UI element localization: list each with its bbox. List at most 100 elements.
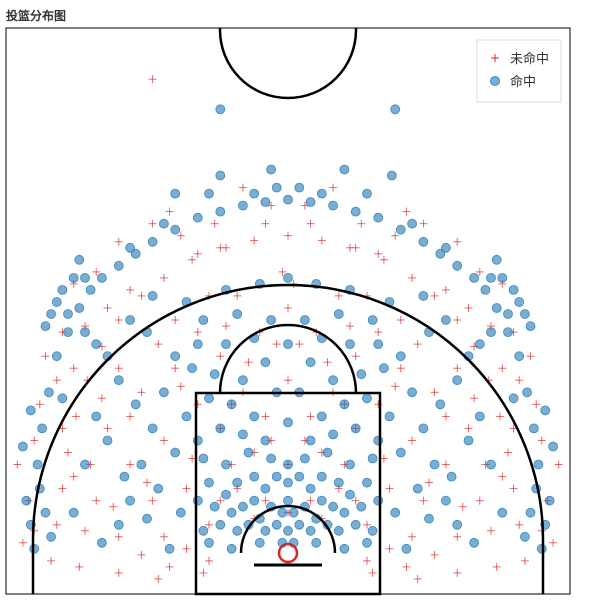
missed-shot-point [284, 304, 292, 312]
missed-shot-point [363, 556, 371, 565]
made-shot-point [237, 375, 248, 386]
made-shot-point [181, 411, 192, 422]
missed-shot-point [549, 538, 558, 547]
missed-shot-point [35, 400, 44, 409]
missed-shot-point [374, 249, 383, 258]
made-shot-point [305, 483, 316, 494]
made-shot-point [373, 339, 384, 350]
made-shot-point [520, 531, 530, 542]
made-shot-point [40, 321, 51, 332]
made-shot-point [316, 495, 327, 506]
made-shot-point [170, 224, 181, 235]
legend-made-label: 命中 [510, 74, 536, 90]
made-shot-point [37, 423, 47, 434]
missed-shot-point [498, 364, 507, 373]
made-shot-point [226, 507, 237, 518]
made-shot-point [339, 399, 350, 410]
made-shot-point [46, 531, 56, 542]
missed-shot-point [357, 219, 366, 228]
missed-shot-point [475, 496, 484, 505]
made-shot-point [328, 429, 339, 440]
missed-shot-point [385, 544, 394, 553]
missed-shot-point [492, 562, 501, 571]
missed-shot-point [92, 496, 101, 505]
made-shot-point [367, 525, 378, 536]
made-shot-point [249, 188, 260, 199]
missed-shot-point [182, 484, 191, 493]
made-shot-point [328, 501, 339, 512]
made-shot-point [74, 254, 85, 265]
missed-shot-point [284, 376, 292, 385]
made-shot-point [452, 260, 463, 271]
made-shot-point [221, 459, 231, 470]
made-shot-point [283, 525, 293, 536]
missed-shot-point [188, 255, 197, 264]
missed-shot-point [18, 538, 27, 547]
made-shot-point [474, 339, 485, 350]
made-shot-point [237, 200, 248, 211]
made-shot-point [260, 435, 271, 446]
missed-shot-point [306, 412, 315, 421]
made-shot-point [80, 272, 90, 283]
missed-shot-point [69, 364, 78, 373]
missed-shot-point [176, 231, 185, 240]
made-shot-point [97, 272, 107, 283]
missed-shot-point [64, 448, 72, 457]
made-shot-point [356, 501, 367, 512]
court-lines [31, 28, 545, 596]
missed-shot-point [532, 400, 541, 409]
missed-shot-point [171, 364, 180, 373]
made-shot-point [119, 471, 130, 482]
missed-shot-point [306, 219, 315, 228]
chart-title: 投篮分布图 [6, 9, 67, 23]
missed-shot-point [441, 460, 450, 469]
missed-shot-point [441, 285, 450, 294]
made-shot-point [429, 459, 440, 470]
made-shot-point [80, 459, 90, 470]
made-shot-point [339, 543, 350, 554]
missed-shot-point [509, 484, 518, 493]
missed-shot-point [408, 273, 417, 282]
missed-shot-point [278, 267, 287, 276]
missed-shot-point [374, 328, 383, 337]
missed-shot-point [159, 532, 168, 541]
made-shot-point [503, 309, 513, 319]
made-shot-point [170, 351, 181, 362]
made-shot-point [294, 519, 305, 530]
made-shot-point [305, 197, 316, 207]
made-shot-point [44, 387, 54, 398]
made-shot-point [373, 495, 384, 506]
made-shot-point [147, 290, 158, 301]
made-shot-point [158, 218, 169, 229]
missed-shot-point [323, 358, 332, 367]
made-shot-point [204, 188, 214, 199]
missed-shot-point [453, 568, 462, 577]
made-shot-point [283, 272, 293, 283]
made-shot-point [74, 303, 85, 313]
missed-shot-point [520, 556, 529, 565]
missed-shot-point [52, 376, 61, 385]
missed-shot-point [109, 502, 118, 511]
made-shot-point [345, 459, 355, 470]
made-shot-point [486, 272, 496, 283]
missed-shot-point [402, 562, 411, 571]
made-shot-point [367, 315, 378, 325]
missed-shot-point [396, 364, 405, 373]
made-shot-point [283, 459, 293, 470]
made-shot-point [522, 387, 532, 398]
rim [277, 542, 299, 564]
missed-shot-point [13, 460, 22, 469]
made-shot-point [350, 206, 361, 217]
made-shot-point [533, 459, 544, 470]
made-shot-point [418, 423, 429, 434]
made-shot-point [283, 194, 293, 205]
missed-shot-point [143, 478, 151, 487]
made-shot-point [68, 272, 79, 283]
missed-shot-point [126, 460, 135, 469]
made-shot-point [232, 477, 243, 488]
missed-shot-point [537, 436, 546, 445]
made-shot-point [469, 537, 480, 548]
made-shot-point [63, 327, 73, 338]
missed-shot-point [114, 568, 123, 577]
